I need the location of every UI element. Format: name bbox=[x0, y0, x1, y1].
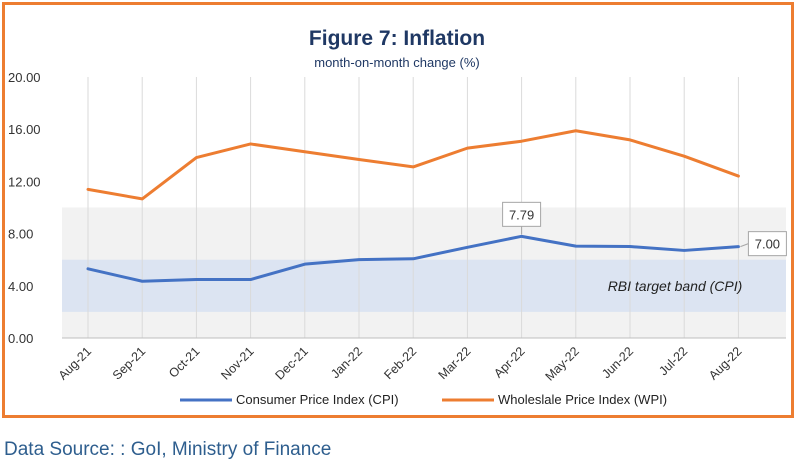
x-tick-label: Jul-22 bbox=[656, 344, 690, 378]
legend-label: Wholeslale Price Index (WPI) bbox=[498, 392, 667, 407]
x-tick-label: Feb-22 bbox=[381, 344, 419, 382]
x-tick-label: Jan-22 bbox=[328, 344, 365, 381]
x-axis-ticks: Aug-21 Sep-21 Oct-21 Nov-21 Dec-21 Jan-22 Feb-… bbox=[56, 344, 745, 383]
x-tick-label: Jun-22 bbox=[599, 344, 636, 381]
x-tick-label: Nov-21 bbox=[218, 344, 256, 382]
callout-box bbox=[747, 231, 787, 257]
y-tick-label: 8.00 bbox=[8, 227, 33, 242]
data-callouts: 7.79 7.00 bbox=[502, 201, 787, 257]
y-axis-ticks: 0.00 4.00 8.00 12.00 16.00 20.00 bbox=[8, 70, 41, 346]
data-source-note: Data Source: : GoI, Ministry of Finance bbox=[4, 439, 332, 460]
chart-title: Figure 7: Inflation bbox=[309, 27, 485, 50]
x-tick-label: May-22 bbox=[543, 344, 582, 383]
x-tick-label: Oct-21 bbox=[166, 344, 202, 380]
x-tick-label: Aug-21 bbox=[56, 344, 94, 382]
callout-box bbox=[502, 201, 542, 227]
callout-label: 7.00 bbox=[755, 237, 780, 252]
y-tick-label: 4.00 bbox=[8, 279, 33, 294]
wpi-line bbox=[86, 129, 740, 201]
chart-subtitle: month-on-month change (%) bbox=[314, 55, 479, 70]
x-tick-label: Mar-22 bbox=[436, 344, 474, 382]
x-tick-label: Aug-22 bbox=[706, 344, 744, 382]
y-tick-label: 12.00 bbox=[8, 174, 41, 189]
x-tick-label: Apr-22 bbox=[491, 344, 527, 380]
rbi-target-band bbox=[62, 259, 786, 312]
x-tick-label: Sep-21 bbox=[110, 344, 148, 382]
cpi-line bbox=[86, 234, 740, 283]
legend-label: Consumer Price Index (CPI) bbox=[236, 392, 399, 407]
callout-leader bbox=[740, 243, 749, 248]
callout-label: 7.79 bbox=[509, 207, 534, 222]
series-lines bbox=[86, 129, 740, 283]
chart-legend: Consumer Price Index (CPI) Wholeslale Pri… bbox=[180, 392, 667, 407]
x-tick-label: Dec-21 bbox=[273, 344, 311, 382]
y-tick-label: 16.00 bbox=[8, 122, 41, 137]
y-tick-label: 0.00 bbox=[8, 331, 33, 346]
target-band-label: RBI target band (CPI) bbox=[608, 278, 743, 294]
grid-lines bbox=[62, 77, 786, 339]
inflation-chart: 0.00 4.00 8.00 12.00 16.00 20.00 Aug-21 Sep-21… bbox=[8, 27, 787, 407]
y-tick-label: 20.00 bbox=[8, 70, 41, 85]
